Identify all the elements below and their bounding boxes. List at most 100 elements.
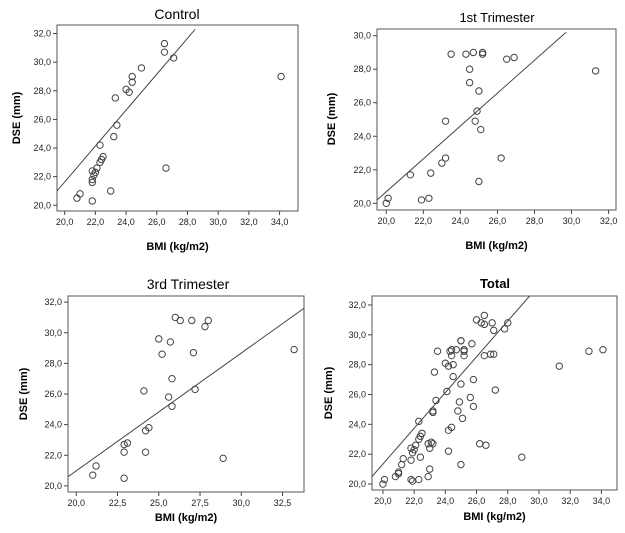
data-point — [469, 375, 478, 384]
panel-1st-trimester: 1st Trimester 20,0 22,0 24,0 26,0 28,0 30,0 32,… — [312, 0, 625, 268]
data-point — [417, 196, 426, 204]
data-point — [486, 350, 495, 358]
data-point — [120, 448, 128, 456]
data-point — [120, 474, 128, 482]
y-tick-label: 30,0 — [44, 328, 62, 338]
data-point — [164, 393, 173, 401]
data-point — [475, 87, 483, 95]
data-point — [128, 72, 136, 81]
y-tick-label: 24,0 — [348, 419, 366, 429]
y-tick-label: 28,0 — [348, 360, 366, 370]
data-point — [444, 362, 453, 370]
data-point — [429, 440, 437, 448]
data-point — [441, 154, 450, 162]
data-point — [91, 168, 100, 177]
y-axis-label: DSE (mm) — [323, 366, 335, 419]
x-tick-label: 20,0 — [67, 498, 85, 508]
data-point — [455, 398, 464, 406]
data-point — [458, 414, 467, 423]
data-point — [468, 340, 476, 348]
x-tick-label: 26,0 — [489, 216, 507, 226]
x-tick-label: 32,0 — [240, 217, 258, 227]
y-tick-label: 20,0 — [44, 481, 62, 491]
x-tick-label: 28,0 — [499, 496, 517, 506]
x-tick-label: 22,0 — [405, 496, 423, 506]
data-point — [107, 187, 115, 195]
x-tick-label: 32,0 — [600, 216, 618, 226]
data-point — [469, 402, 478, 411]
data-point — [125, 88, 133, 96]
y-axis-label: DSE (mm) — [326, 92, 338, 145]
x-tick-label: 25,0 — [150, 498, 168, 508]
data-point — [380, 475, 389, 484]
data-point — [491, 386, 499, 394]
y-tick-label: 24,0 — [33, 143, 51, 153]
data-point — [424, 472, 432, 481]
data-point — [460, 351, 468, 360]
data-point — [473, 107, 481, 115]
x-tick-label: 32,5 — [274, 498, 292, 508]
y-axis-label: DSE (mm) — [18, 367, 30, 420]
data-point — [441, 117, 450, 125]
data-point — [155, 335, 163, 343]
data-point — [438, 159, 446, 167]
x-tick-label: 24,0 — [117, 217, 135, 227]
data-point — [457, 337, 465, 345]
data-point — [191, 385, 199, 394]
data-point — [407, 475, 415, 484]
data-point — [166, 338, 175, 346]
data-point — [407, 456, 415, 464]
data-point — [449, 360, 457, 369]
x-tick-label: 30,0 — [530, 496, 548, 506]
data-point — [518, 453, 526, 461]
data-point — [160, 39, 169, 48]
data-point — [482, 441, 490, 449]
y-tick-label: 30,0 — [353, 31, 371, 41]
x-axis-label: BMI (kg/m2) — [155, 512, 218, 524]
data-point — [399, 454, 407, 463]
data-point — [447, 346, 456, 354]
data-point — [88, 178, 97, 187]
data-point — [162, 164, 170, 172]
data-point — [466, 393, 475, 402]
x-tick-label: 26,0 — [148, 217, 166, 227]
x-tick-label: 27,5 — [191, 498, 209, 508]
data-point — [88, 175, 97, 184]
chart-title: Total — [480, 276, 510, 291]
data-point — [555, 362, 563, 370]
panel-3rd-trimester: 3rd Trimester 20,0 22,5 25,0 27,5 30,0 32,5 20,… — [0, 268, 312, 533]
data-point — [478, 48, 487, 57]
x-tick-label: 28,0 — [179, 217, 197, 227]
data-point — [457, 460, 465, 469]
x-tick-label: 26,0 — [468, 496, 486, 506]
x-tick-label: 30,0 — [209, 217, 227, 227]
data-point — [430, 368, 439, 376]
x-axis-label: BMI (kg/m2) — [465, 240, 528, 252]
data-point — [92, 462, 100, 470]
y-tick-label: 26,0 — [33, 114, 51, 124]
x-tick-label: 34,0 — [271, 217, 289, 227]
y-tick-label: 30,0 — [33, 57, 51, 67]
data-point — [382, 199, 390, 207]
data-point — [277, 72, 285, 81]
data-point — [160, 48, 169, 56]
data-point — [188, 316, 196, 325]
y-tick-label: 28,0 — [44, 358, 62, 368]
data-point — [490, 350, 498, 358]
chart-total: Total 20,0 22,0 24,0 26,0 28,0 30,0 32,0 34,0 20,… — [323, 276, 618, 523]
data-point — [444, 447, 453, 455]
data-point — [410, 446, 418, 454]
x-tick-label: 24,0 — [437, 496, 455, 506]
y-tick-label: 22,0 — [33, 172, 51, 182]
y-tick-label: 28,0 — [33, 86, 51, 96]
y-tick-label: 26,0 — [353, 98, 371, 108]
data-point — [475, 177, 483, 186]
data-point — [480, 311, 489, 320]
data-point — [504, 319, 512, 327]
data-point — [447, 50, 455, 58]
data-point — [585, 347, 593, 355]
y-axis-label: DSE (mm) — [11, 91, 23, 144]
x-tick-label: 20,0 — [56, 217, 74, 227]
data-point — [219, 454, 227, 463]
data-point — [158, 350, 166, 358]
